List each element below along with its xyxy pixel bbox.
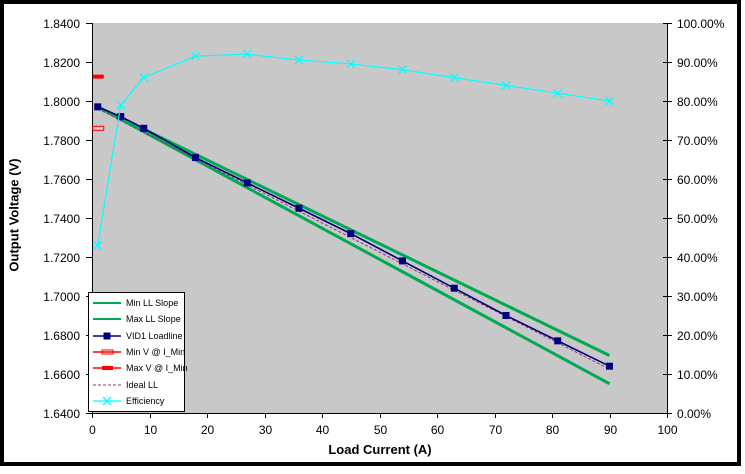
right-axis-tick-label: 80.00% bbox=[677, 94, 718, 109]
series-max-v-i-min[interactable] bbox=[92, 74, 104, 79]
legend-label: Max LL Slope bbox=[126, 314, 181, 325]
left-axis-tick-label: 1.8000 bbox=[43, 94, 80, 109]
left-axis-tick-label: 1.7800 bbox=[43, 133, 80, 148]
data-point-marker bbox=[346, 59, 356, 69]
data-point-marker bbox=[117, 113, 125, 121]
data-point-marker bbox=[102, 396, 112, 406]
x-axis-tick-label: 90 bbox=[603, 423, 618, 437]
legend-label: Min LL Slope bbox=[126, 298, 179, 309]
series-vid1-loadline[interactable] bbox=[94, 103, 613, 370]
x-axis-tick-label: 60 bbox=[430, 423, 445, 437]
legend-line-sample bbox=[93, 302, 121, 305]
right-axis-tick-label: 0.00% bbox=[677, 406, 712, 421]
right-axis-tick-label: 70.00% bbox=[677, 133, 718, 148]
legend-item-min-v-i-min[interactable]: Min V @ I_Min bbox=[89, 344, 186, 359]
x-axis-tick-label: 80 bbox=[545, 423, 560, 437]
series-line bbox=[97, 106, 610, 367]
x-axis-title: Load Current (A) bbox=[328, 442, 432, 457]
left-axis-tick-label: 1.8400 bbox=[43, 16, 80, 31]
data-point-marker bbox=[93, 240, 103, 250]
x-axis-tick-label: 30 bbox=[258, 423, 273, 437]
series-line bbox=[97, 53, 610, 246]
series-min-v-i-min[interactable] bbox=[92, 125, 105, 131]
data-point-marker bbox=[502, 312, 510, 319]
data-point-marker bbox=[92, 74, 104, 79]
data-point-marker bbox=[102, 366, 113, 371]
data-point-marker bbox=[192, 154, 199, 162]
data-point-marker bbox=[191, 51, 200, 61]
left-axis-tick-label: 1.7400 bbox=[43, 211, 80, 226]
right-axis-tick-label: 90.00% bbox=[677, 55, 718, 70]
legend-label: VID1 Loadline bbox=[126, 330, 183, 341]
data-point-marker bbox=[295, 204, 303, 212]
data-point-marker bbox=[553, 88, 563, 98]
data-point-marker bbox=[101, 349, 114, 355]
legend-line-sample bbox=[93, 384, 121, 386]
series-ideal-ll[interactable] bbox=[97, 108, 610, 370]
legend-item-vid1-loadline[interactable]: VID1 Loadline bbox=[89, 328, 184, 343]
data-point-marker bbox=[347, 230, 355, 238]
legend-item-ideal-ll[interactable]: Ideal LL bbox=[89, 377, 184, 392]
series-max-ll-slope[interactable] bbox=[97, 105, 611, 386]
legend-label: Efficiency bbox=[126, 395, 165, 406]
data-point-marker bbox=[294, 55, 304, 65]
data-point-marker bbox=[92, 125, 105, 131]
legend-label: Min V @ I_Min bbox=[126, 346, 186, 357]
data-point-marker bbox=[116, 100, 126, 110]
legend-label: Ideal LL bbox=[126, 379, 159, 390]
right-axis-tick-label: 40.00% bbox=[677, 250, 718, 265]
y-axis-title: Output Voltage (V) bbox=[6, 158, 22, 272]
x-axis-tick-label: 50 bbox=[373, 423, 388, 437]
left-axis-tick-label: 1.7000 bbox=[43, 289, 80, 304]
x-axis-tick-label: 10 bbox=[143, 423, 158, 437]
data-point-marker bbox=[242, 49, 252, 59]
left-axis-tick-label: 1.7600 bbox=[43, 172, 80, 187]
left-axis-tick-label: 1.6600 bbox=[43, 367, 80, 382]
legend-item-min-ll-slope[interactable]: Min LL Slope bbox=[89, 296, 184, 311]
left-axis-tick-label: 1.8200 bbox=[43, 55, 80, 70]
legend-line-sample bbox=[93, 366, 121, 371]
chart-legend[interactable]: Min LL Slope Max LL Slope VID1 Loadline Min… bbox=[88, 292, 188, 412]
data-point-marker bbox=[606, 362, 613, 370]
left-axis-tick-label: 1.6400 bbox=[43, 406, 80, 421]
data-point-marker bbox=[139, 73, 149, 83]
x-axis-tick-label: 100 bbox=[657, 423, 678, 437]
data-point-marker bbox=[140, 124, 148, 132]
x-axis-tick-label: 0 bbox=[89, 423, 96, 437]
data-point-marker bbox=[398, 65, 407, 75]
legend-label: Max V @ I_Min bbox=[126, 363, 188, 374]
legend-item-max-ll-slope[interactable]: Max LL Slope bbox=[89, 312, 184, 327]
data-point-marker bbox=[103, 332, 111, 340]
data-point-marker bbox=[449, 73, 459, 83]
legend-line-sample bbox=[93, 318, 121, 321]
left-axis-tick-label: 1.6800 bbox=[43, 328, 80, 343]
data-point-marker bbox=[399, 257, 406, 265]
right-axis-tick-label: 20.00% bbox=[677, 328, 718, 343]
data-point-marker bbox=[243, 179, 251, 187]
left-axis-tick-label: 1.7200 bbox=[43, 250, 80, 265]
right-axis-tick-label: 60.00% bbox=[677, 172, 718, 187]
legend-item-efficiency[interactable]: Efficiency bbox=[89, 393, 184, 408]
x-axis-tick-label: 20 bbox=[200, 423, 215, 437]
x-axis-tick-label: 70 bbox=[488, 423, 503, 437]
legend-line-sample bbox=[93, 349, 121, 355]
series-efficiency[interactable] bbox=[93, 49, 614, 250]
legend-line-sample bbox=[93, 332, 121, 340]
right-axis-tick-label: 10.00% bbox=[677, 367, 718, 382]
x-axis-tick-label: 40 bbox=[315, 423, 330, 437]
data-point-marker bbox=[501, 80, 511, 90]
right-axis-tick-label: 50.00% bbox=[677, 211, 718, 226]
data-point-marker bbox=[450, 284, 458, 292]
data-point-marker bbox=[94, 103, 102, 111]
series-line bbox=[97, 108, 610, 370]
right-axis-tick-label: 30.00% bbox=[677, 289, 718, 304]
data-point-marker bbox=[554, 337, 562, 345]
series-line bbox=[97, 105, 611, 386]
data-point-marker bbox=[605, 96, 614, 106]
right-axis-tick-label: 100.00% bbox=[677, 16, 725, 31]
legend-line-sample bbox=[93, 396, 121, 406]
legend-item-max-v-i-min[interactable]: Max V @ I_Min bbox=[89, 361, 188, 376]
